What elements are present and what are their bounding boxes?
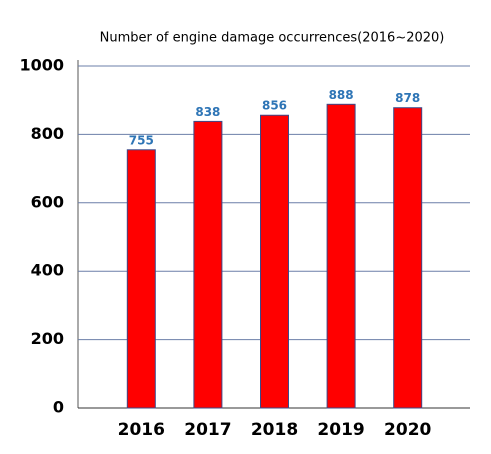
value-label: 856 <box>262 99 287 113</box>
bar <box>260 114 289 409</box>
chart-title: Number of engine damage occurrences(2016… <box>100 31 445 46</box>
y-tick-label: 0 <box>53 398 64 417</box>
x-tick-label: 2019 <box>317 420 364 440</box>
x-tick-label: 2018 <box>251 420 298 440</box>
value-label: 838 <box>195 105 220 119</box>
bar <box>393 107 423 409</box>
x-tick-label: 2016 <box>118 420 165 440</box>
bar <box>193 120 223 409</box>
x-tick-label: 2017 <box>184 420 231 440</box>
y-tick-label: 800 <box>31 124 64 143</box>
y-tick-label: 200 <box>31 329 64 348</box>
y-tick-label: 1000 <box>19 56 64 75</box>
y-tick-label: 600 <box>31 192 64 211</box>
bar <box>326 103 356 409</box>
value-label: 878 <box>395 91 420 105</box>
y-tick-label: 400 <box>31 261 64 280</box>
value-label: 888 <box>329 88 354 102</box>
value-label: 755 <box>129 133 154 147</box>
x-tick-label: 2020 <box>384 420 431 440</box>
bar <box>126 149 156 409</box>
